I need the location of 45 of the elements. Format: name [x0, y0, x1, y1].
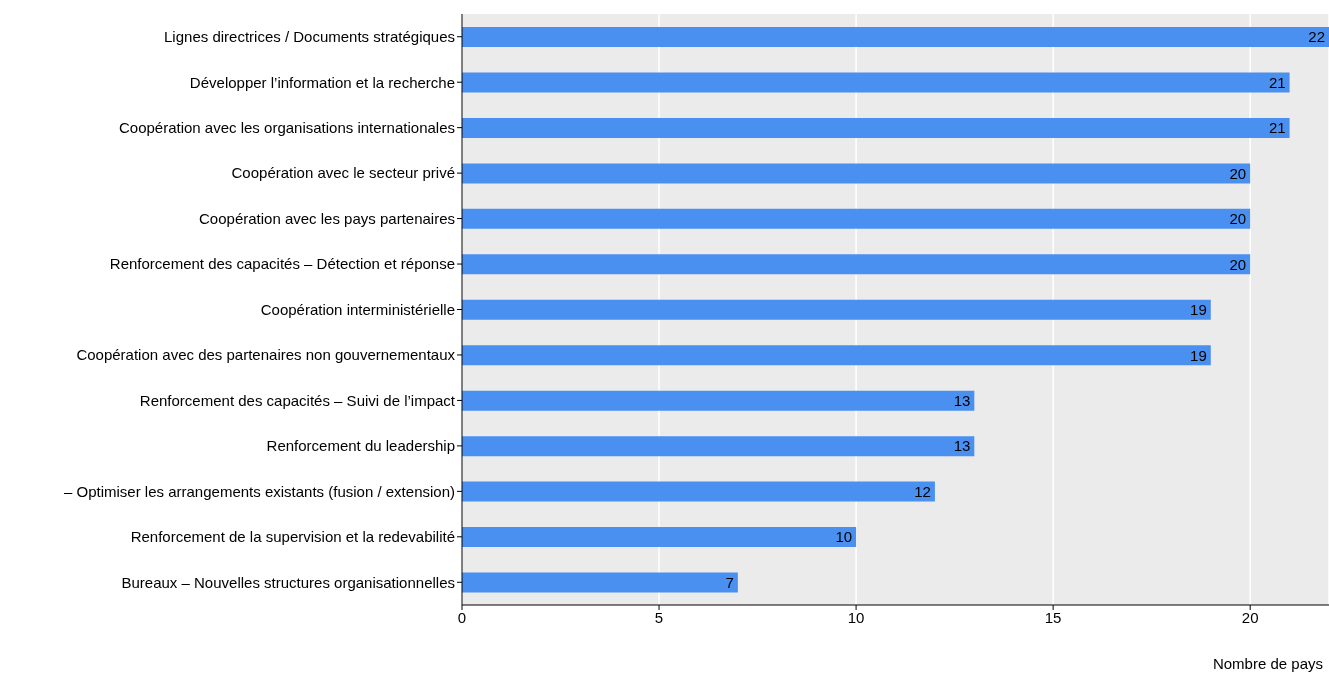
bar: [462, 527, 857, 548]
x-tick-label: 10: [847, 608, 865, 626]
y-tick-label: Renforcement des capacités – Détection et réponse: [109, 255, 455, 273]
data-label: 20: [1229, 210, 1247, 228]
bar: [462, 345, 1211, 366]
data-label: 22: [1308, 28, 1325, 46]
data-label: 10: [835, 528, 853, 546]
data-label: 21: [1268, 119, 1286, 137]
bar: [462, 572, 738, 593]
data-label: 19: [1190, 301, 1207, 319]
data-label: 7: [725, 573, 734, 591]
data-label: 13: [953, 392, 971, 410]
bar: [462, 27, 1329, 47]
bar: [462, 254, 1251, 275]
x-tick-label: 15: [1044, 608, 1062, 626]
y-tick-label: Développer l’information et la recherche: [189, 73, 455, 91]
y-tick-label: Coopération interministérielle: [260, 300, 455, 318]
data-label: 21: [1268, 73, 1286, 91]
bar: [462, 208, 1251, 229]
x-tick-label: 5: [654, 608, 664, 626]
x-axis-title: Nombre de pays: [1212, 655, 1323, 672]
y-tick-label: Renforcement de la supervision et la redevabilité: [130, 528, 455, 546]
x-tick-label: 0: [457, 608, 467, 626]
y-tick-label: Lignes directrices / Documents stratégiques: [164, 28, 455, 46]
y-tick-label: – Optimiser les arrangements existants (fusion / extension): [63, 482, 455, 500]
y-tick-label: Coopération avec le secteur privé: [231, 164, 455, 182]
y-tick-label: Coopération avec des partenaires non gouvernementaux: [76, 346, 456, 364]
data-label: 20: [1229, 255, 1247, 273]
y-tick-label: Coopération avec les pays partenaires: [199, 209, 455, 227]
data-label: 13: [953, 437, 971, 455]
x-tick-label: 20: [1241, 608, 1259, 626]
y-tick-label: Renforcement des capacités – Suivi de l’impact: [139, 391, 456, 409]
bar: [462, 299, 1211, 320]
data-label: 12: [914, 482, 931, 500]
bar: [462, 163, 1251, 184]
y-tick-label: Coopération avec les organisations internationales: [118, 118, 455, 136]
bar: [462, 481, 935, 502]
y-tick-label: Renforcement du leadership: [266, 437, 455, 455]
bar: [462, 436, 975, 457]
data-label: 20: [1229, 164, 1247, 182]
bar: [462, 72, 1290, 93]
bar: [462, 117, 1290, 138]
bar: [462, 390, 975, 411]
data-label: 19: [1190, 346, 1207, 364]
y-tick-label: Bureaux – Nouvelles structures organisationnelles: [121, 573, 455, 591]
